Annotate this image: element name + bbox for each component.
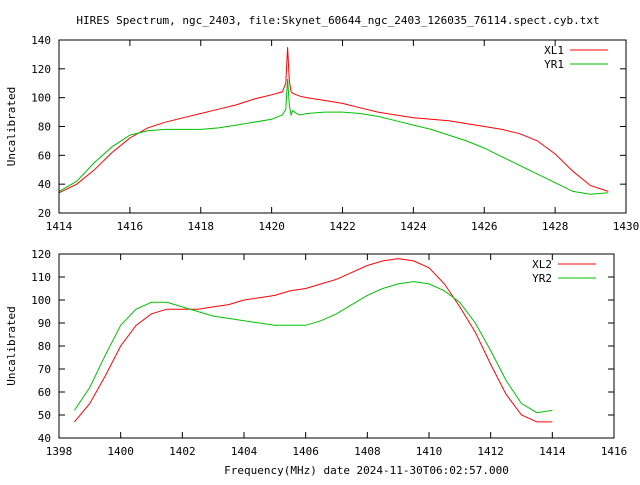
y-tick-label: 80	[38, 340, 51, 353]
x-tick-label: 1414	[539, 445, 566, 458]
x-tick-label: 1424	[400, 220, 427, 233]
y-tick-label: 120	[31, 63, 51, 76]
x-tick-label: 1416	[117, 220, 144, 233]
y-tick-label: 40	[38, 178, 51, 191]
legend-label-yr2: YR2	[532, 272, 552, 285]
y-tick-label: 90	[38, 317, 51, 330]
x-tick-label: 1408	[354, 445, 381, 458]
y-tick-label: 70	[38, 363, 51, 376]
x-tick-label: 1400	[107, 445, 134, 458]
series-line-xl2	[74, 258, 553, 423]
x-tick-label: 1428	[542, 220, 569, 233]
y-axis-label: Uncalibrated	[5, 87, 18, 166]
bottom-plot: 1398 1400 1402 1404 1406 1408 1410 1412 1414 1416…	[5, 248, 627, 477]
y-axis-label: Uncalibrated	[5, 306, 18, 385]
y-tick-label: 50	[38, 409, 51, 422]
x-tick-label: 1410	[416, 445, 443, 458]
x-tick-label: 1414	[46, 220, 73, 233]
y-tick-label: 100	[31, 294, 51, 307]
y-tick-label: 120	[31, 248, 51, 261]
x-tick-label: 1420	[258, 220, 285, 233]
y-tick-label: 140	[31, 34, 51, 47]
plot-frame	[58, 39, 627, 214]
x-tick-label: 1416	[601, 445, 628, 458]
x-tick-label: 1426	[471, 220, 498, 233]
legend-label-xl2: XL2	[532, 258, 552, 271]
series-line-xl1	[58, 47, 609, 194]
legend-label-xl1: XL1	[544, 44, 564, 57]
x-tick-label: 1402	[169, 445, 196, 458]
series-line-yr1	[58, 78, 609, 195]
y-tick-label: 110	[31, 271, 51, 284]
x-tick-label: 1418	[188, 220, 215, 233]
plot-frame	[58, 253, 615, 439]
y-tick-label: 40	[38, 432, 51, 445]
figure-title: HIRES Spectrum, ngc_2403, file:Skynet_60…	[76, 14, 599, 27]
series-line-yr2	[73, 281, 553, 414]
y-tick-label: 60	[38, 386, 51, 399]
legend-label-yr1: YR1	[544, 58, 564, 71]
x-tick-label: 1430	[613, 220, 640, 233]
y-tick-label: 60	[38, 149, 51, 162]
top-plot: 1414 1416 1418 1420 1422 1424 1426 1428 1430 20 40…	[5, 34, 639, 233]
y-tick-label: 20	[38, 207, 51, 220]
x-tick-label: 1404	[231, 445, 258, 458]
y-tick-label: 80	[38, 121, 51, 134]
x-tick-label: 1398	[46, 445, 73, 458]
x-tick-label: 1406	[292, 445, 319, 458]
x-tick-label: 1412	[477, 445, 504, 458]
x-axis-label: Frequency(MHz) date 2024-11-30T06:02:57.…	[224, 464, 509, 477]
x-tick-label: 1422	[329, 220, 356, 233]
y-tick-label: 100	[31, 92, 51, 105]
